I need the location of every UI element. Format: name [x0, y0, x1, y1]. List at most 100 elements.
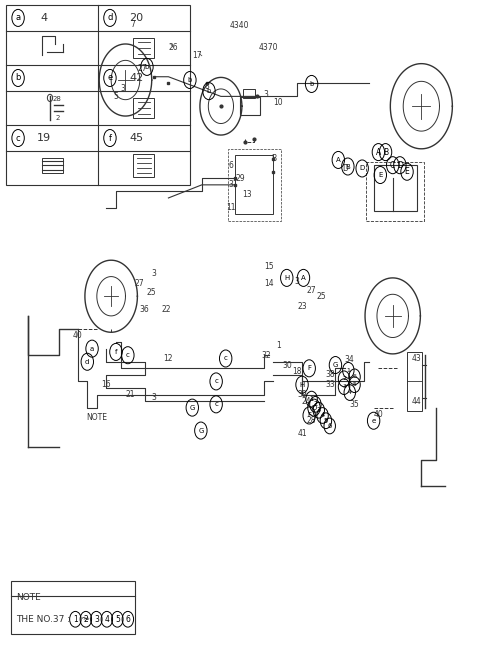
Text: 25: 25 — [316, 291, 326, 301]
Text: 25: 25 — [147, 288, 156, 297]
Text: 17: 17 — [192, 51, 202, 61]
Text: 18: 18 — [292, 367, 302, 376]
Text: A: A — [336, 157, 341, 163]
Text: G: G — [198, 428, 204, 434]
Text: 22: 22 — [161, 305, 171, 314]
Text: ~: ~ — [82, 615, 89, 624]
Text: A: A — [376, 147, 381, 157]
Text: 27: 27 — [135, 278, 144, 288]
Text: 28: 28 — [53, 96, 62, 103]
Bar — [240, 97, 260, 115]
Text: 1: 1 — [276, 341, 280, 350]
Text: f: f — [108, 134, 111, 143]
Text: b: b — [310, 81, 314, 87]
Text: a: a — [15, 13, 21, 22]
Text: c: c — [224, 355, 228, 361]
Text: 3: 3 — [342, 384, 346, 389]
Text: 41: 41 — [297, 429, 307, 438]
Text: 34: 34 — [345, 355, 355, 365]
Text: 3: 3 — [295, 277, 300, 286]
Text: 6: 6 — [228, 161, 233, 170]
Text: 4370: 4370 — [259, 43, 278, 52]
Text: 3: 3 — [264, 90, 269, 99]
Text: 45: 45 — [129, 133, 143, 143]
Text: 1: 1 — [347, 368, 350, 373]
Text: 44: 44 — [412, 397, 421, 405]
Text: H: H — [300, 382, 305, 388]
Text: 20: 20 — [129, 13, 143, 23]
Bar — [133, 98, 155, 118]
Text: 3: 3 — [94, 615, 99, 624]
Text: 4: 4 — [41, 13, 48, 23]
Text: D: D — [397, 161, 403, 170]
Text: b: b — [207, 88, 211, 94]
Text: G: G — [333, 362, 338, 368]
Bar — [133, 38, 155, 58]
Text: F: F — [307, 413, 311, 418]
Text: 4: 4 — [348, 390, 352, 395]
Text: 35: 35 — [349, 400, 360, 409]
Text: 14: 14 — [264, 278, 274, 288]
Text: A: A — [301, 275, 306, 281]
Text: B: B — [271, 154, 276, 163]
Text: 11: 11 — [226, 203, 235, 213]
Text: 2: 2 — [84, 615, 88, 624]
Text: 5: 5 — [353, 382, 357, 387]
Text: 33: 33 — [326, 380, 336, 389]
Bar — [228, 149, 281, 221]
Text: 40: 40 — [373, 410, 383, 418]
Text: 32: 32 — [262, 351, 271, 360]
Text: 4: 4 — [105, 615, 109, 624]
Text: 27: 27 — [307, 286, 316, 295]
Text: 27: 27 — [137, 64, 147, 74]
Text: 24: 24 — [302, 397, 312, 405]
Text: F: F — [307, 365, 311, 371]
Text: 39: 39 — [297, 390, 307, 399]
Text: 6: 6 — [125, 615, 130, 624]
Text: 10: 10 — [274, 99, 283, 107]
Text: c: c — [214, 401, 218, 407]
Text: 26: 26 — [168, 43, 178, 52]
Text: G: G — [190, 405, 195, 411]
Text: 8: 8 — [204, 82, 209, 91]
Text: 4: 4 — [321, 413, 324, 418]
Text: ~: ~ — [81, 615, 89, 624]
Text: 16: 16 — [102, 380, 111, 389]
Bar — [6, 5, 190, 185]
Text: D: D — [360, 165, 365, 172]
Text: b: b — [188, 77, 192, 83]
Text: D: D — [312, 405, 317, 411]
Text: b: b — [15, 74, 21, 82]
Text: 6: 6 — [353, 374, 357, 379]
Text: 43: 43 — [412, 354, 421, 363]
Text: E: E — [405, 167, 409, 176]
Text: d: d — [107, 13, 113, 22]
Text: c: c — [16, 134, 21, 143]
Bar — [243, 89, 255, 98]
Text: 3: 3 — [120, 84, 125, 93]
Text: 31: 31 — [228, 180, 238, 190]
Bar — [133, 154, 155, 177]
Text: E: E — [378, 172, 383, 178]
Text: 3: 3 — [152, 393, 156, 402]
Text: 2: 2 — [342, 376, 346, 381]
Text: 5: 5 — [324, 418, 328, 424]
Text: D: D — [342, 164, 348, 173]
Text: b: b — [145, 64, 149, 70]
Text: 5: 5 — [113, 92, 119, 101]
Text: e: e — [108, 74, 113, 82]
Text: THE NO.37 :: THE NO.37 : — [16, 615, 72, 624]
Bar — [407, 352, 422, 411]
Text: 4340: 4340 — [229, 21, 249, 30]
Text: 38: 38 — [326, 370, 336, 380]
Text: f: f — [115, 349, 117, 355]
Text: 2: 2 — [55, 115, 60, 121]
Text: 2: 2 — [313, 401, 318, 407]
Text: 6: 6 — [327, 423, 332, 429]
Text: 29: 29 — [235, 174, 245, 183]
Text: 30: 30 — [283, 361, 293, 370]
Text: 36: 36 — [140, 305, 149, 314]
Text: C: C — [390, 161, 396, 170]
Text: NOTE: NOTE — [86, 413, 108, 422]
Text: 3: 3 — [152, 269, 156, 278]
